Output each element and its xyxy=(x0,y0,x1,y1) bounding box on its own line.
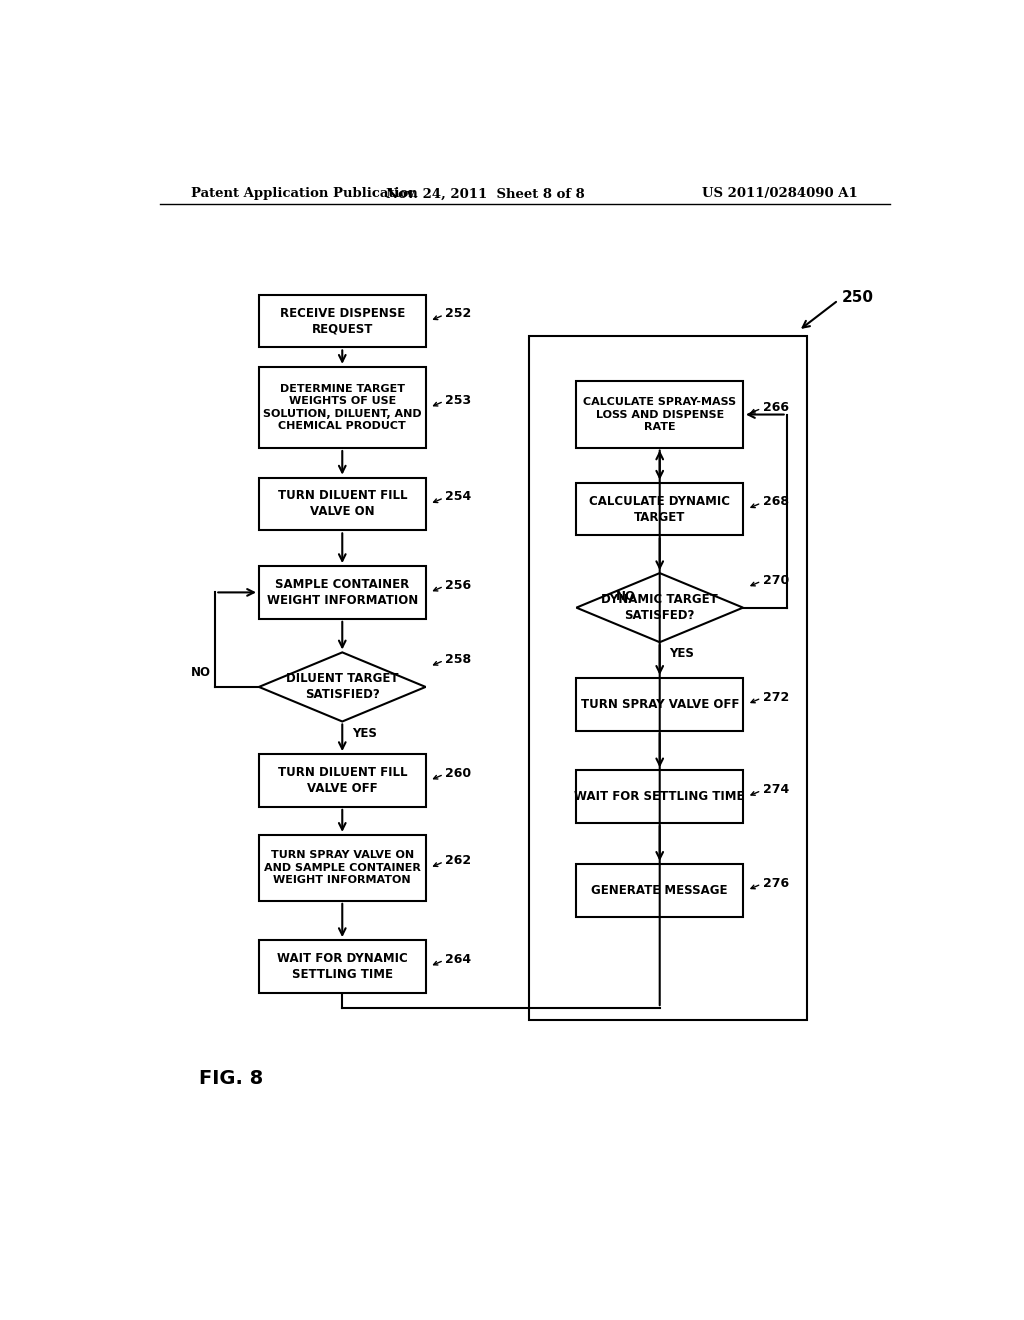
Text: DILUENT TARGET
SATISFIED?: DILUENT TARGET SATISFIED? xyxy=(286,672,398,701)
Bar xyxy=(528,335,807,1020)
Text: NO: NO xyxy=(616,590,636,602)
Text: 252: 252 xyxy=(445,308,472,321)
Text: 272: 272 xyxy=(763,690,790,704)
Bar xyxy=(259,834,426,900)
Text: CALCULATE DYNAMIC
TARGET: CALCULATE DYNAMIC TARGET xyxy=(589,495,730,524)
Text: NO: NO xyxy=(191,665,211,678)
Bar xyxy=(259,754,426,807)
Polygon shape xyxy=(259,652,426,722)
Text: 268: 268 xyxy=(763,495,788,508)
Polygon shape xyxy=(577,573,743,643)
Text: YES: YES xyxy=(670,647,694,660)
Text: GENERATE MESSAGE: GENERATE MESSAGE xyxy=(592,883,728,896)
Text: 264: 264 xyxy=(445,953,472,966)
Text: 276: 276 xyxy=(763,876,790,890)
Bar xyxy=(259,940,426,993)
Bar xyxy=(259,294,426,347)
Text: 254: 254 xyxy=(445,490,472,503)
Bar xyxy=(259,478,426,531)
Bar xyxy=(259,367,426,447)
Text: TURN DILUENT FILL
VALVE OFF: TURN DILUENT FILL VALVE OFF xyxy=(278,766,407,795)
Text: WAIT FOR DYNAMIC
SETTLING TIME: WAIT FOR DYNAMIC SETTLING TIME xyxy=(276,952,408,981)
Text: DYNAMIC TARGET
SATISFED?: DYNAMIC TARGET SATISFED? xyxy=(601,593,718,622)
Text: CALCULATE SPRAY-MASS
LOSS AND DISPENSE
RATE: CALCULATE SPRAY-MASS LOSS AND DISPENSE R… xyxy=(583,397,736,432)
Bar xyxy=(577,677,743,731)
Text: Nov. 24, 2011  Sheet 8 of 8: Nov. 24, 2011 Sheet 8 of 8 xyxy=(386,187,585,201)
Text: YES: YES xyxy=(352,726,377,739)
Text: 260: 260 xyxy=(445,767,472,780)
Text: Patent Application Publication: Patent Application Publication xyxy=(191,187,418,201)
Text: TURN SPRAY VALVE OFF: TURN SPRAY VALVE OFF xyxy=(581,698,739,710)
Text: WAIT FOR SETTLING TIME: WAIT FOR SETTLING TIME xyxy=(574,791,745,803)
Bar xyxy=(259,566,426,619)
Text: 274: 274 xyxy=(763,783,790,796)
Text: 262: 262 xyxy=(445,854,472,867)
Text: SAMPLE CONTAINER
WEIGHT INFORMATION: SAMPLE CONTAINER WEIGHT INFORMATION xyxy=(266,578,418,607)
Text: 270: 270 xyxy=(763,574,790,586)
Text: US 2011/0284090 A1: US 2011/0284090 A1 xyxy=(702,187,858,201)
Bar xyxy=(577,483,743,536)
Text: 253: 253 xyxy=(445,393,472,407)
Text: TURN DILUENT FILL
VALVE ON: TURN DILUENT FILL VALVE ON xyxy=(278,490,407,519)
Text: 266: 266 xyxy=(763,401,788,414)
Text: 258: 258 xyxy=(445,653,472,667)
Bar xyxy=(577,381,743,447)
Text: RECEIVE DISPENSE
REQUEST: RECEIVE DISPENSE REQUEST xyxy=(280,306,404,335)
Text: 256: 256 xyxy=(445,578,472,591)
Bar xyxy=(577,863,743,916)
Text: 250: 250 xyxy=(843,289,874,305)
Bar xyxy=(577,771,743,824)
Text: DETERMINE TARGET
WEIGHTS OF USE
SOLUTION, DILUENT, AND
CHEMICAL PRODUCT: DETERMINE TARGET WEIGHTS OF USE SOLUTION… xyxy=(263,384,422,432)
Text: FIG. 8: FIG. 8 xyxy=(200,1069,263,1088)
Text: TURN SPRAY VALVE ON
AND SAMPLE CONTAINER
WEIGHT INFORMATON: TURN SPRAY VALVE ON AND SAMPLE CONTAINER… xyxy=(264,850,421,886)
